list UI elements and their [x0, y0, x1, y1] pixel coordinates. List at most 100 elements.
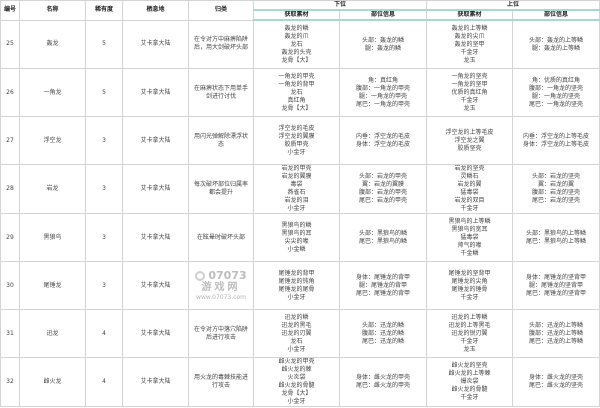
material-line: 岩龙的翼膜: [281, 173, 312, 180]
part-info-line: 尾巴：尾锤龙的背甲: [356, 289, 411, 297]
material-line: 小金牙: [287, 205, 306, 212]
material-line: 雌火龙的骨髓: [451, 386, 488, 393]
header-high-materials: 获取素材: [426, 9, 514, 21]
cell-low-materials: 浮空龙的毛皮 浮空龙的翼膜 胶质甲壳 小金牙: [253, 116, 340, 165]
cell-high-parts: 头部：岩龙的坚壳 翼：岩龙的翼 腹部：岩龙的坚壳 尾巴：岩龙的坚壳: [512, 164, 600, 214]
material-line: 黑狼鸟的上等鳞: [448, 217, 491, 225]
material-line: 千金牙: [460, 48, 479, 56]
material-line: 黑狼鸟的耳: [281, 229, 312, 237]
part-info-line: 尾巴：尾锤龙的坚背甲: [526, 289, 587, 297]
header-habitat: 栖息地: [122, 0, 189, 21]
material-line: 小金鳞: [287, 245, 306, 253]
part-info-line: 头部：黑狼鸟的上等鳞: [526, 229, 587, 237]
part-info-line: 腹部：一角龙的坚壳: [529, 84, 584, 92]
cell-high-materials: 一角龙的坚壳 一角龙的坚甲 优质的真红角 千金牙 龙玉: [426, 68, 514, 117]
part-info-line: 翼：岩龙的翼膜: [362, 181, 405, 188]
cell-capture: 用火龙的毒棘技能进行攻击: [188, 357, 254, 407]
material-line: 龙玉: [463, 104, 476, 112]
cell-name: 黑狼鸟: [19, 213, 86, 262]
material-line: 岩龙的甲壳: [281, 165, 312, 173]
material-line: 一角龙的坚甲: [451, 80, 488, 88]
material-line: 尾锤龙的钝角: [278, 277, 315, 285]
part-info-line: 头部：轰龙的上等鳞: [529, 36, 584, 44]
cell-high-materials: 黑狼鸟的上等鳞 黑狼鸟的宽耳 猛毒袋 帅气的喙 千金鳞: [426, 213, 514, 262]
cell-habitat: 艾卡拿大陆: [122, 357, 189, 407]
material-line: 轰龙的坚甲: [454, 40, 485, 48]
material-line: 迅龙的上等鳞: [451, 313, 488, 321]
cell-low-parts: 身体：雌火龙的甲壳 尾巴：雌火龙的甲壳: [338, 357, 428, 407]
part-info-line: 腿：一角龙的甲壳: [359, 92, 408, 100]
material-line: 尾锤龙的尾骨: [278, 285, 315, 293]
cell-habitat: 艾卡拿大陆: [122, 116, 189, 165]
table-row: 28 岩龙 3 艾卡拿大陆 每次破坏部位归属率都会提升 岩龙的甲壳 岩龙的翼膜 毒袋 燕雀石 岩龙…: [0, 164, 600, 214]
material-line: 尾锤龙的锤骨: [451, 285, 488, 293]
cell-id: 28: [0, 164, 20, 214]
material-line: 燕雀石: [287, 189, 306, 196]
part-info-line: 头部：黑狼鸟的鳞: [359, 229, 408, 237]
material-line: 雌火龙的棘: [281, 366, 312, 373]
material-line: 岩龙的翼: [457, 181, 482, 188]
cell-habitat: 艾卡拿大陆: [122, 164, 189, 214]
cell-rarity: 4: [85, 357, 123, 407]
material-line: 火炎袋: [287, 374, 306, 381]
cell-rarity: 3: [85, 261, 123, 310]
material-line: 轰龙的上等鳞: [451, 24, 488, 32]
header-id: 编号: [0, 0, 20, 21]
material-line: 千金牙: [460, 337, 479, 345]
cell-id: 32: [0, 357, 20, 407]
part-info-line: 尾巴：黑狼鸟的鳞: [359, 237, 408, 245]
part-info-line: 尾巴：迅龙的鳞: [362, 337, 405, 345]
material-line: 龙骨【大】: [281, 104, 312, 112]
cell-high-parts: 角：优质的真红角 腹部：一角龙的坚壳 腿：一角龙的坚壳 尾巴：一角龙的坚壳: [512, 68, 600, 117]
material-line: 黑狼鸟的鳞: [281, 221, 312, 229]
part-info-line: 尾巴：迅龙的上等鳞: [529, 337, 584, 345]
material-line: 浮空龙的上等毛皮: [445, 128, 494, 136]
part-info-line: 尾巴：岩龙的坚壳: [532, 197, 581, 204]
part-info-line: 尾巴：雌火龙的甲壳: [356, 382, 411, 389]
header-low-materials: 获取素材: [253, 9, 340, 21]
cell-high-materials: 迅龙的上等鳞 迅龙的上等黑毛 迅龙的锐刃翼 千金牙 龙玉: [426, 309, 514, 358]
cell-habitat: 艾卡拿大陆: [122, 213, 189, 262]
material-line: 尾锤龙的坚背甲: [448, 269, 491, 277]
material-line: 岩龙的泪: [284, 197, 309, 204]
cell-id: 29: [0, 213, 20, 262]
cell-low-parts: 头部：黑狼鸟的鳞 尾巴：黑狼鸟的鳞: [338, 213, 428, 262]
part-info-line: 腹部：岩龙的甲壳: [359, 189, 408, 196]
material-line: 帅气的喙: [457, 241, 482, 249]
material-line: 雌火龙的上等棘: [448, 370, 491, 377]
material-line: 迅龙的鳞: [284, 313, 309, 321]
part-info-line: 角：优质的真红角: [532, 76, 581, 84]
cell-high-materials: 浮空龙的上等毛皮 浮空龙之翼 胶质坚壳: [426, 116, 514, 165]
header-rarity: 稀有度: [85, 0, 123, 21]
material-line: 迅龙的上等黑毛: [448, 321, 491, 329]
cell-name: 雌火龙: [19, 357, 86, 407]
material-line: 千金牙: [460, 394, 479, 401]
cell-low-parts: 身体：尾锤龙的背甲 腿：尾锤龙的背甲 尾巴：尾锤龙的背甲: [338, 261, 428, 310]
cell-high-materials: 尾锤龙的坚背甲 尾锤龙的尖角 尾锤龙的锤骨 千金牙: [426, 261, 514, 310]
material-line: 尾锤龙的背甲: [278, 269, 315, 277]
material-line: 黑狼鸟的宽耳: [451, 225, 488, 233]
header-capture: 归类: [188, 0, 254, 21]
part-info-line: 头部：岩龙的甲壳: [359, 173, 408, 180]
part-info-line: 腹部：一角龙的甲壳: [356, 84, 411, 92]
part-info-line: 腿：尾锤龙的坚背甲: [529, 281, 584, 289]
watermark-logo-icon: [195, 270, 206, 281]
part-info-line: 腿：轰龙的鳞: [365, 44, 402, 52]
material-line: 浮空龙的毛皮: [278, 124, 315, 132]
cell-id: 30: [0, 261, 20, 310]
cell-low-parts: 头部：轰龙的鳞 腿：轰龙的鳞: [338, 19, 428, 69]
cell-habitat: 艾卡拿大陆: [122, 19, 189, 69]
cell-low-parts: 内垂：浮空龙的毛皮 身体：浮空龙的毛皮: [338, 116, 428, 165]
table-row: 25 轰龙 5 艾卡拿大陆 在令对方中麻痹陷阱后，用大剑破坏头部 轰龙的鳞 轰龙的爪 龙石 轰龙…: [0, 19, 600, 69]
table-row: 30 尾锤龙 3 艾卡拿大陆 07073 游戏网 www.07073.com 尾锤龙的…: [0, 261, 600, 310]
material-line: 猛毒袋: [460, 233, 479, 241]
material-line: 迅龙的刃翼: [281, 329, 312, 337]
material-line: 岩龙的双目: [454, 197, 485, 204]
header-low-parts: 部位信息: [338, 9, 428, 21]
cell-high-parts: 身体：尾锤龙的坚背甲 腿：尾锤龙的坚背甲 尾巴：尾锤龙的坚背甲: [512, 261, 600, 310]
cell-low-materials: 一角龙的甲壳 一角龙的背甲 龙石 真红角 龙骨【大】: [253, 68, 340, 117]
cell-habitat: 艾卡拿大陆: [122, 309, 189, 358]
material-line: 一角龙的背甲: [278, 80, 315, 88]
material-line: 一角龙的甲壳: [278, 72, 315, 80]
cell-high-parts: 头部：黑狼鸟的上等鳞 尾巴：黑狼鸟的上等鳞: [512, 213, 600, 262]
